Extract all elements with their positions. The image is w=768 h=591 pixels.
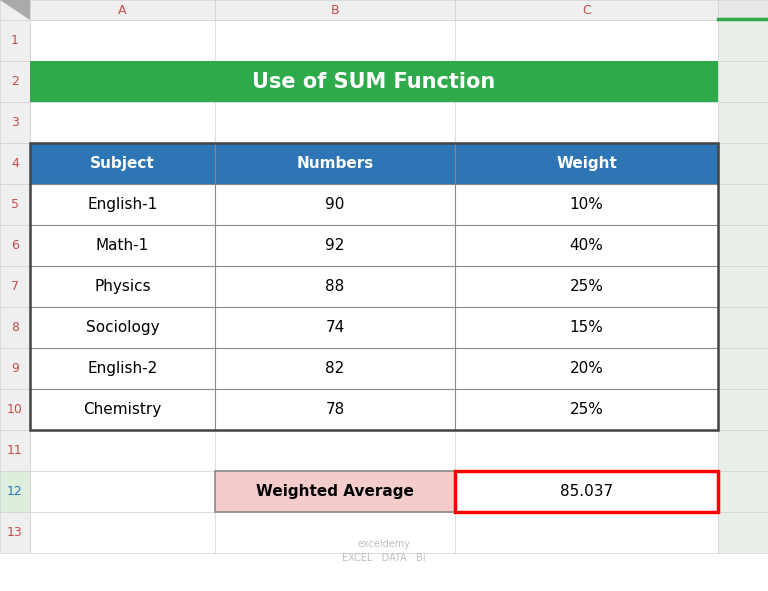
Text: 1: 1	[11, 34, 19, 47]
Bar	[215, 389, 455, 430]
Bar	[30, 348, 215, 389]
Bar	[0, 266, 30, 307]
Text: 92: 92	[326, 238, 345, 253]
Text: Weighted Average: Weighted Average	[256, 484, 414, 499]
Text: 8: 8	[11, 321, 19, 334]
Bar	[718, 0, 768, 20]
Bar	[718, 102, 768, 143]
Bar	[0, 0, 30, 20]
Text: 88: 88	[326, 279, 345, 294]
Text: 25%: 25%	[570, 279, 604, 294]
Text: 11: 11	[7, 444, 23, 457]
Bar	[718, 471, 768, 512]
Text: B: B	[331, 4, 339, 17]
Bar	[718, 430, 768, 471]
Text: 25%: 25%	[570, 402, 604, 417]
Text: 12: 12	[7, 485, 23, 498]
Bar	[30, 61, 718, 102]
Bar	[0, 389, 30, 430]
Bar	[718, 389, 768, 430]
Bar	[718, 266, 768, 307]
Bar	[718, 225, 768, 266]
Bar	[0, 20, 30, 61]
Bar	[30, 389, 215, 430]
Bar	[30, 266, 215, 307]
Bar	[0, 430, 30, 471]
Text: 82: 82	[326, 361, 345, 376]
Text: C: C	[582, 4, 591, 17]
Bar	[0, 348, 30, 389]
Text: 5: 5	[11, 198, 19, 211]
Text: Chemistry: Chemistry	[84, 402, 161, 417]
Bar	[455, 471, 718, 512]
Bar	[718, 348, 768, 389]
Bar	[455, 348, 718, 389]
Text: 2: 2	[11, 75, 19, 88]
Bar	[215, 471, 455, 512]
Text: Sociology: Sociology	[86, 320, 159, 335]
Text: 10%: 10%	[570, 197, 604, 212]
Bar	[215, 0, 455, 20]
Polygon shape	[0, 0, 30, 20]
Bar	[0, 61, 30, 102]
Text: 7: 7	[11, 280, 19, 293]
Text: A: A	[118, 4, 127, 17]
Bar	[30, 0, 215, 20]
Bar	[455, 225, 718, 266]
Text: Subject: Subject	[90, 156, 155, 171]
Text: 90: 90	[326, 197, 345, 212]
Text: exceldemy
EXCEL · DATA · BI: exceldemy EXCEL · DATA · BI	[343, 539, 425, 563]
Bar	[718, 61, 768, 102]
Text: Use of SUM Function: Use of SUM Function	[253, 72, 495, 92]
Text: Numbers: Numbers	[296, 156, 373, 171]
Text: English-1: English-1	[88, 197, 157, 212]
Bar	[30, 143, 215, 184]
Text: 74: 74	[326, 320, 345, 335]
Bar	[455, 266, 718, 307]
Bar	[215, 348, 455, 389]
Bar	[455, 307, 718, 348]
Bar	[718, 184, 768, 225]
Text: 40%: 40%	[570, 238, 604, 253]
Text: 78: 78	[326, 402, 345, 417]
Bar	[30, 307, 215, 348]
Text: 85.037: 85.037	[560, 484, 613, 499]
Text: 6: 6	[11, 239, 19, 252]
Bar	[215, 225, 455, 266]
Text: 20%: 20%	[570, 361, 604, 376]
Bar	[0, 143, 30, 184]
Bar	[0, 225, 30, 266]
Text: Weight: Weight	[556, 156, 617, 171]
Bar	[215, 184, 455, 225]
Bar	[0, 512, 30, 553]
Bar	[0, 102, 30, 143]
Bar	[455, 184, 718, 225]
Bar	[718, 143, 768, 184]
Bar	[215, 266, 455, 307]
Bar	[215, 143, 455, 184]
Bar	[718, 307, 768, 348]
Bar	[455, 0, 718, 20]
Text: Math-1: Math-1	[96, 238, 149, 253]
Bar	[30, 184, 215, 225]
Bar	[455, 389, 718, 430]
Text: 10: 10	[7, 403, 23, 416]
Bar	[0, 471, 30, 512]
Text: 9: 9	[11, 362, 19, 375]
Bar	[30, 225, 215, 266]
Text: 4: 4	[11, 157, 19, 170]
Bar	[30, 143, 718, 430]
Text: 13: 13	[7, 526, 23, 539]
Text: English-2: English-2	[88, 361, 157, 376]
Bar	[718, 20, 768, 61]
Bar	[30, 0, 31, 20]
Text: Physics: Physics	[94, 279, 151, 294]
Bar	[455, 143, 718, 184]
Text: 15%: 15%	[570, 320, 604, 335]
Text: 3: 3	[11, 116, 19, 129]
Bar	[215, 307, 455, 348]
Bar	[718, 512, 768, 553]
Bar	[0, 184, 30, 225]
Bar	[0, 307, 30, 348]
